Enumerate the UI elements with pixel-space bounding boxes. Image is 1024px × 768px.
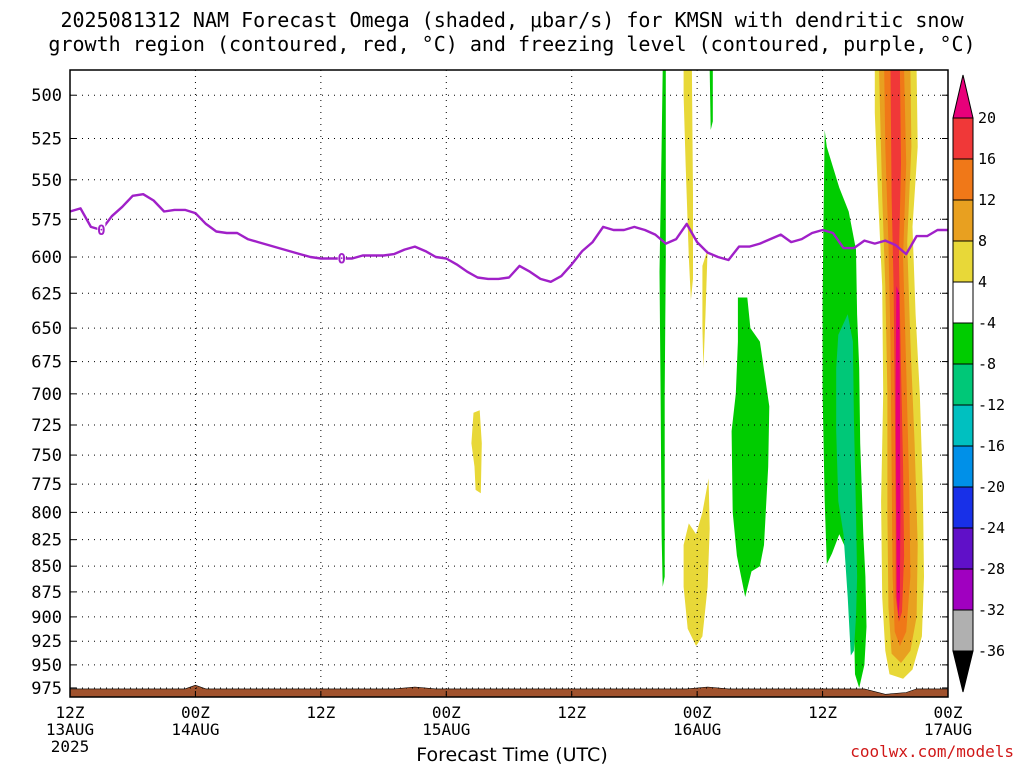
colorbar-box [952, 609, 974, 652]
colorbar-label: -12 [978, 396, 1005, 414]
colorbar-label: -20 [978, 478, 1005, 496]
y-tick-label: 825 [31, 531, 62, 551]
y-tick-label: 750 [31, 446, 62, 466]
x-tick-label: 16AUG [673, 720, 721, 739]
terrain-profile [69, 684, 949, 698]
colorbar: 20 16 12 8 4 -4 -8 -12 -16 -20 -24 -28 -32 -36 [952, 74, 1005, 693]
colorbar-label: 16 [978, 150, 996, 168]
freezing-label-bg [337, 251, 346, 265]
y-tick-label: 600 [31, 248, 62, 268]
omega-region-7 [731, 297, 770, 597]
y-tick-label: 900 [31, 608, 62, 628]
x-tick-label: 2025 [51, 737, 90, 756]
colorbar-box [952, 445, 974, 488]
omega-region-1 [471, 410, 482, 494]
freezing-level-line [69, 192, 948, 283]
plot-border [69, 69, 949, 698]
colorbar-box [952, 322, 974, 365]
colorbar-box [952, 117, 974, 160]
terrain-fill [69, 684, 949, 698]
y-tick-label: 725 [31, 416, 62, 436]
x-tick-label: 00Z [683, 703, 712, 722]
x-tick-label: 15AUG [422, 720, 470, 739]
y-tick-label: 700 [31, 385, 62, 405]
y-axis-labels: 500 525 550 575 600 625 650 675 700 725 750 775 800 8… [31, 86, 948, 699]
colorbar-box [952, 281, 974, 324]
colorbar-label: 20 [978, 109, 996, 127]
omega-region-2 [683, 70, 693, 301]
y-tick-label: 800 [31, 503, 62, 523]
colorbar-label: -36 [978, 642, 1005, 660]
y-tick-label: 650 [31, 319, 62, 339]
colorbar-box [952, 240, 974, 283]
y-tick-label: 875 [31, 583, 62, 603]
grid-lines [70, 70, 948, 697]
colorbar-label: 12 [978, 191, 996, 209]
x-tick-label: 14AUG [171, 720, 219, 739]
chart-title-line-1: 2025081312 NAM Forecast Omega (shaded, μ… [60, 8, 964, 32]
source-credit: coolwx.com/models [850, 742, 1014, 761]
colorbar-box [952, 404, 974, 447]
y-tick-label: 925 [31, 632, 62, 652]
y-tick-label: 525 [31, 130, 62, 150]
chart-title-line-2: growth region (contoured, red, °C) and f… [48, 32, 976, 56]
omega-shading [471, 70, 924, 688]
freezing-level-contour: 00 [69, 192, 948, 283]
x-tick-label: 12Z [557, 703, 586, 722]
omega-region-3 [702, 249, 708, 369]
x-tick-label: 13AUG [46, 720, 94, 739]
y-tick-label: 625 [31, 284, 62, 304]
colorbar-box [952, 363, 974, 406]
freezing-level-label: 0 [338, 252, 346, 268]
y-tick-label: 975 [31, 679, 62, 699]
colorbar-bottom-arrow [952, 650, 974, 693]
colorbar-label: -32 [978, 601, 1005, 619]
colorbar-box [952, 199, 974, 242]
colorbar-box [952, 486, 974, 529]
colorbar-top-arrow [952, 74, 974, 119]
colorbar-label: -24 [978, 519, 1005, 537]
y-tick-label: 675 [31, 353, 62, 373]
x-tick-label: 17AUG [924, 720, 972, 739]
x-tick-label: 00Z [934, 703, 963, 722]
omega-region-5 [659, 70, 666, 587]
omega-region-14 [895, 286, 901, 617]
y-tick-label: 575 [31, 210, 62, 230]
y-tick-label: 950 [31, 656, 62, 676]
colorbar-label: -4 [978, 314, 996, 332]
y-tick-label: 500 [31, 86, 62, 106]
freezing-label-bg [97, 222, 106, 236]
colorbar-label: -16 [978, 437, 1005, 455]
omega-region-6 [709, 70, 713, 130]
y-tick-label: 775 [31, 475, 62, 495]
colorbar-box [952, 568, 974, 611]
colorbar-box [952, 158, 974, 201]
colorbar-label: 8 [978, 232, 987, 250]
x-tick-label: 00Z [432, 703, 461, 722]
colorbar-label: -8 [978, 355, 996, 373]
y-tick-label: 550 [31, 171, 62, 191]
freezing-level-label: 0 [97, 223, 105, 239]
plot-frame [69, 69, 949, 698]
y-tick-label: 850 [31, 557, 62, 577]
colorbar-label: 4 [978, 273, 987, 291]
omega-region-9 [836, 314, 858, 656]
x-tick-label: 12Z [56, 703, 85, 722]
x-tick-label: 12Z [808, 703, 837, 722]
x-tick-label: 00Z [181, 703, 210, 722]
x-axis-title: Forecast Time (UTC) [416, 744, 608, 766]
colorbar-box [952, 527, 974, 570]
colorbar-label: -28 [978, 560, 1005, 578]
x-tick-label: 12Z [306, 703, 335, 722]
